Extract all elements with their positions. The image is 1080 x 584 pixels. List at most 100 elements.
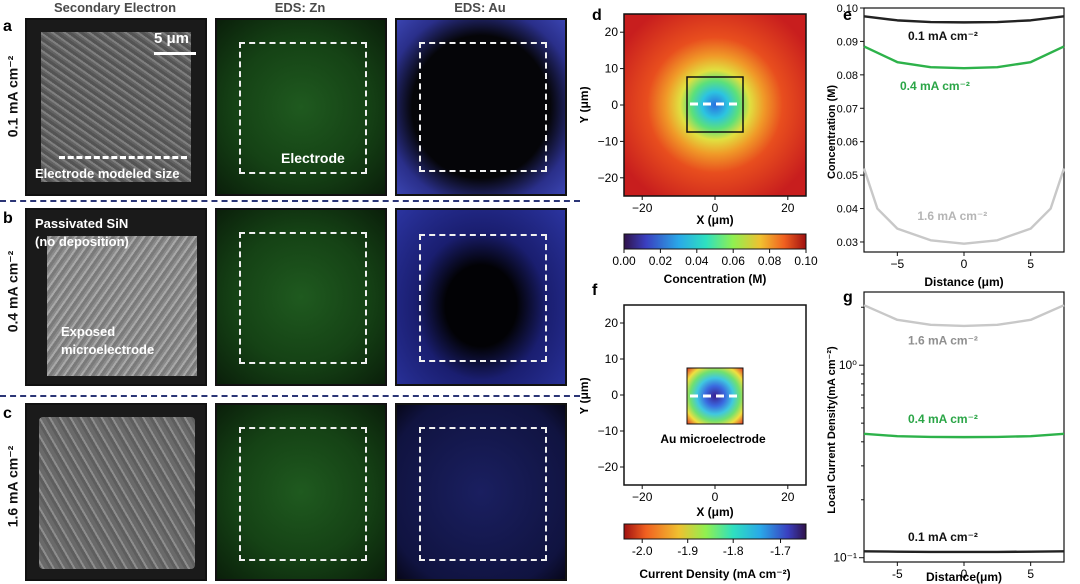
d-ytick-label: 0 [611,98,618,112]
f-ytick-label: −20 [598,460,619,474]
g-series-label-1: 0.4 mA cm⁻² [908,412,978,426]
eds-zn-image-b [215,208,387,386]
g-series-line-1 [863,432,1065,439]
exposed-label-1: Exposed [61,324,116,339]
d-cb-tick-label: 0.00 [612,254,636,268]
electrode-outline [419,42,547,172]
g-xtick-label: -5 [892,567,903,581]
scalebar-label: 5 μm [154,30,190,47]
au-microelectrode-label: Au microelectrode [660,432,766,446]
d-ytick-label: −10 [598,134,619,148]
e-ytick-label: 0.06 [837,137,858,149]
g-series-line-2 [863,550,1065,554]
electrode-outline [239,427,367,561]
passivated-label-1: Passivated SiN [35,216,129,231]
column-title-au: EDS: Au [454,0,506,15]
column-title-sem: Secondary Electron [53,0,177,15]
f-ytick-label: 0 [611,388,618,402]
sem-image-b: Passivated SiN (no deposition) Exposed m… [25,208,207,386]
electrode-label: Electrode [281,150,345,166]
f-cb-tick-label: -2.0 [632,544,653,558]
colorbar-f [623,523,807,540]
e-series-label-2: 1.6 mA cm⁻² [917,209,987,223]
e-xtick-label: −5 [890,257,904,271]
electrode-box-d [686,76,744,133]
f-xlabel: X (μm) [696,505,733,519]
e-ytick-label: 0.07 [837,103,858,115]
panel-letter-e: e [843,7,852,24]
eds-au-image-c [395,403,567,581]
e-series-label-0: 0.1 mA cm⁻² [908,29,978,43]
eds-zn-image-a: Electrode [215,18,387,196]
g-xtick-label: 5 [1027,567,1034,581]
g-ylabel: Local Current Density(mA cm⁻²) [826,346,838,514]
d-cb-tick-label: 0.02 [649,254,673,268]
row-separator-2 [0,395,580,397]
f-xtick-label: 0 [712,490,719,504]
f-ylabel: Y (μm) [580,377,591,414]
row-separator-1 [0,200,580,202]
e-series-line-2 [862,168,1066,245]
d-ytick-label: −20 [598,171,619,185]
row-label-c: 1.6 mA cm⁻² [4,445,21,528]
electrode-outline [239,42,367,174]
e-ytick-label: 0.09 [837,36,858,48]
eds-au-image-a [395,18,567,196]
f-cb-tick-label: -1.7 [770,544,791,558]
f-xtick-label: 20 [781,490,795,504]
row-label-b: 0.4 mA cm⁻² [4,250,21,333]
sem-image-c [25,403,207,581]
scalebar [154,52,196,55]
panel-letter-f: f [592,282,598,299]
eds-au-image-b [395,208,567,386]
g-series-label-2: 0.1 mA cm⁻² [908,530,978,544]
column-title-zn: EDS: Zn [274,0,326,15]
exposed-label-2: microelectrode [61,342,155,357]
e-xtick-label: 5 [1027,257,1034,271]
e-ytick-label: 0.04 [837,204,858,216]
passivated-label-2: (no deposition) [35,234,129,249]
d-cb-tick-label: 0.04 [685,254,709,268]
g-series-label-0: 1.6 mA cm⁻² [908,334,978,348]
heatmap-d-field [623,13,807,197]
f-ytick-label: 20 [605,316,619,330]
e-xtick-label: 0 [961,257,968,271]
d-xtick-label: 0 [712,201,719,215]
panel-letter-d: d [592,7,602,24]
e-ytick-label: 0.05 [837,170,858,182]
d-cb-tick-label: 0.08 [758,254,782,268]
g-plot-frame [863,291,1065,563]
g-xlabel: Distance(μm) [926,570,1002,584]
panel-letter-a: a [3,18,12,35]
electrode-outline [419,234,547,362]
e-ytick-label: 0.10 [837,3,858,15]
d-ytick-label: 10 [605,62,619,76]
colorbar-d-label: Concentration (M) [664,272,767,286]
panel-letter-b: b [3,210,13,227]
d-cb-tick-label: 0.06 [722,254,746,268]
f-ytick-label: −10 [598,424,619,438]
right-figure: d −20 0 20 20 10 0 −10 −20 X (μm) Y (μm) 0.00 0.… [580,3,1066,584]
sem-image-a: 5 μm Electrode modeled size [25,18,207,196]
e-series-line-0 [863,15,1065,24]
eds-zn-image-c [215,403,387,581]
electrode-modeled-label: Electrode modeled size [35,166,180,181]
e-ytick-label: 0.08 [837,70,858,82]
e-series-line-1 [863,45,1065,70]
f-ytick-label: 10 [605,352,619,366]
electrode-outline [419,427,547,561]
g-ytick-label: 10⁻¹ [833,551,857,565]
electrode-outline [239,232,367,364]
e-xlabel: Distance (μm) [924,275,1003,289]
panel-letter-c: c [3,405,12,422]
g-ytick-label: 10⁰ [839,358,857,372]
d-cb-tick-label: 0.10 [794,254,818,268]
g-series-line-0 [863,304,1065,328]
d-xtick-label: 20 [781,201,795,215]
e-ytick-label: 0.03 [837,237,858,249]
d-ylabel: Y (μm) [580,86,591,123]
d-xtick-label: −20 [632,201,653,215]
g-xtick-label: 0 [961,567,968,581]
f-xtick-label: −20 [632,490,653,504]
colorbar-d [623,233,807,250]
